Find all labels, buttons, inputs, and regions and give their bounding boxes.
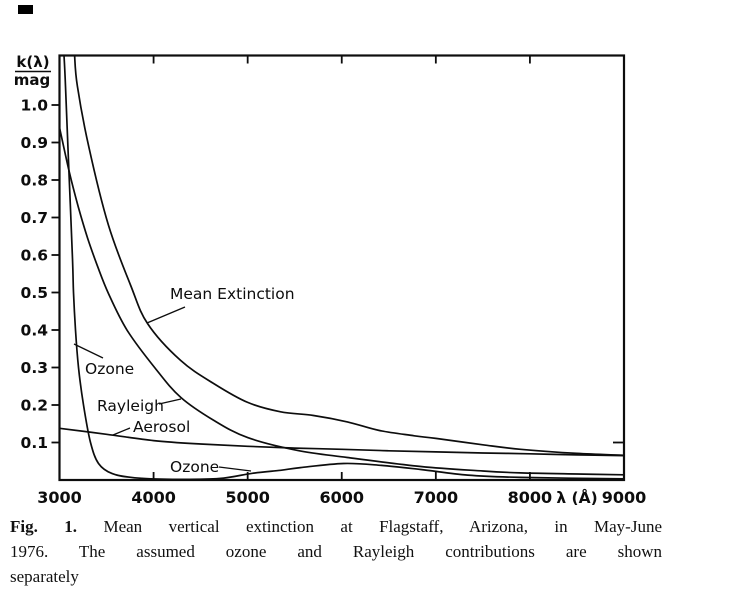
y-tick-label: 0.5: [21, 284, 48, 302]
caption-line-2: 1976. The assumed ozone and Rayleigh con…: [10, 542, 662, 561]
leader-line-2: [158, 398, 182, 405]
y-axis-title-denominator: mag: [14, 71, 51, 89]
y-tick-label: 0.7: [21, 209, 48, 227]
curve-label-rayleigh: Rayleigh: [97, 397, 164, 415]
y-tick-label: 0.1: [21, 434, 48, 452]
x-tick-label: 7000: [414, 488, 459, 507]
leader-line-0: [146, 306, 186, 324]
y-tick-label: 0.3: [21, 359, 48, 377]
y-axis-title-numerator: k(λ): [16, 53, 49, 71]
caption-line-3: separately: [10, 567, 79, 586]
scan-artifact-blob: [18, 5, 33, 14]
curve-label-aerosol: Aerosol: [133, 418, 190, 436]
plot-border: [58, 54, 626, 482]
curve-ozone-huggins: [63, 54, 625, 481]
y-tick-label: 0.9: [21, 134, 48, 152]
y-tick-label: 0.6: [21, 247, 48, 265]
x-tick-label: 3000: [37, 488, 82, 507]
curve-aerosol: [58, 427, 625, 457]
x-tick-label: 4000: [131, 488, 176, 507]
y-tick-label: 1.0: [21, 97, 49, 115]
caption-line-1-text: Mean vertical extinction at Flagstaff, A…: [103, 517, 663, 536]
curve-rayleigh: [58, 126, 625, 476]
x-tick-label: 8000: [508, 488, 553, 507]
x-tick-label: 9000: [602, 488, 647, 507]
curve-label-ozone: Ozone: [85, 360, 134, 378]
y-tick-label: 0.2: [21, 397, 48, 415]
figure-caption: Fig. 1. Mean vertical extinction at Flag…: [10, 514, 662, 589]
x-axis-unit-label: λ (Å): [556, 488, 597, 507]
x-tick-label: 6000: [319, 488, 364, 507]
extinction-chart: 1.0 0.9 0.8 0.7 0.6 0.5 0.4 0.3 0.2 0.1 3000 4000 50…: [14, 53, 647, 507]
curve-label-ozone: Ozone: [170, 458, 219, 476]
curve-mean-extinction: [73, 54, 625, 457]
leader-line-1: [73, 343, 104, 359]
y-tick-label: 0.4: [21, 322, 49, 340]
leader-line-3: [112, 427, 131, 436]
figure-label: Fig. 1.: [10, 517, 78, 536]
caption-line-1: Fig. 1. Mean vertical extinction at Flag…: [10, 514, 662, 539]
x-tick-label: 5000: [225, 488, 270, 507]
curve-label-mean-extinction: Mean Extinction: [170, 285, 295, 303]
leader-line-4: [218, 466, 252, 472]
y-tick-label: 0.8: [21, 172, 48, 190]
